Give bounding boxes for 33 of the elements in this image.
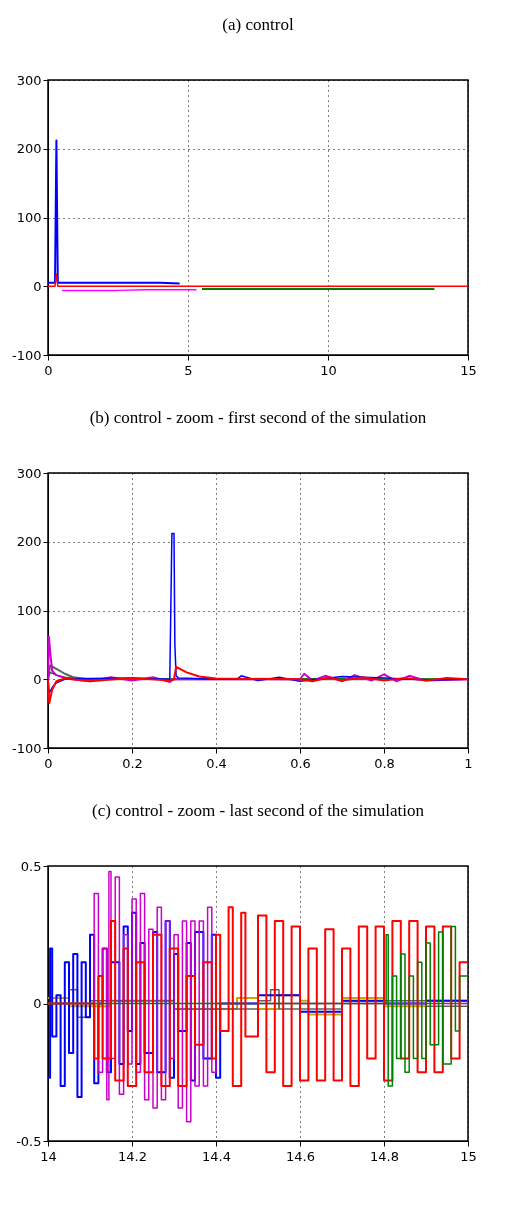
x-tick-label: 1: [464, 755, 473, 771]
x-tick-label: 15: [460, 362, 477, 378]
x-tick-label: 14.8: [370, 1148, 399, 1164]
x-tick-label: 0.6: [290, 755, 311, 771]
y-tick-label: 0: [33, 671, 42, 687]
x-tick-label: 5: [184, 362, 193, 378]
y-tick-label: 100: [16, 603, 42, 618]
line-series: [48, 665, 468, 705]
x-tick-label: 14: [40, 1148, 57, 1164]
y-tick-label: -0.5: [16, 1133, 42, 1149]
y-tick-label: 200: [16, 141, 42, 157]
y-tick-label: -100: [11, 740, 42, 756]
chart-title: (a) control: [222, 15, 294, 34]
x-tick-label: 14.4: [202, 1148, 231, 1164]
x-tick-label: 0.8: [374, 755, 395, 771]
y-tick-label: 0: [33, 278, 42, 294]
x-tick-label: 0: [44, 755, 53, 771]
chart-title: (c) control - zoom - last second of the simulation: [92, 801, 425, 820]
chart-title: (b) control - zoom - first second of the simulation: [89, 408, 427, 427]
y-tick-label: 0.5: [20, 858, 42, 874]
y-tick-label: 0: [33, 996, 42, 1011]
y-tick-label: 300: [16, 72, 42, 88]
y-tick-label: 300: [16, 465, 42, 481]
x-tick-label: 15: [460, 1148, 477, 1164]
x-tick-label: 0: [44, 362, 53, 378]
x-tick-label: 14.6: [286, 1148, 315, 1164]
x-tick-label: 14.2: [118, 1148, 147, 1164]
x-tick-label: 0.4: [206, 755, 227, 771]
x-tick-label: 10: [320, 362, 337, 378]
y-tick-label: 200: [16, 534, 42, 550]
x-tick-label: 0.2: [122, 755, 143, 771]
y-tick-label: -100: [11, 347, 42, 363]
y-tick-label: 100: [16, 210, 42, 225]
